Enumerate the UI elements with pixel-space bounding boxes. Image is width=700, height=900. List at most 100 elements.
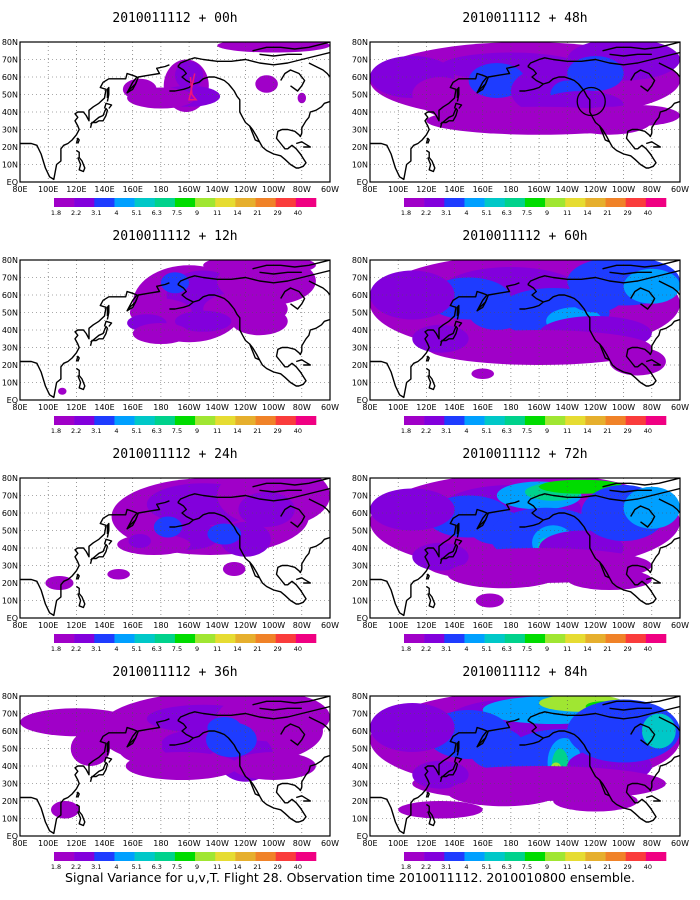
lon-tick-label: 160W [177,621,200,630]
coastline [630,69,656,92]
coastline [439,107,459,128]
lon-tick-label: 160E [123,403,143,412]
colorbar-label: 2.2 [71,863,81,871]
colorbar-swatch [114,634,135,643]
lon-tick-label: 100W [612,185,635,194]
colorbar-label: 11 [563,427,571,435]
lat-tick-label: 20N [352,361,368,370]
colorbar-label: 3.1 [441,863,451,871]
colorbar-label: 2.2 [71,645,81,653]
coastline [252,42,330,52]
colorbar-label: 14 [233,427,241,435]
colorbar-label: 2.2 [71,209,81,217]
variance-contour [370,270,455,320]
colorbar-swatch [545,416,566,425]
lat-tick-label: 30N [2,344,18,353]
colorbar-swatch [605,416,626,425]
lat-tick-label: 10N [2,161,18,170]
coastline [630,505,656,528]
coastline [252,478,330,488]
lat-tick-label: EQ [357,614,368,623]
colorbar-swatch [565,852,586,861]
map-panel: 2010011112 + 48h EQ 10N 20N 30N 40N 50N 60N 70N 8… [352,11,689,217]
variance-contour [222,562,246,576]
colorbar-swatch [134,416,156,425]
lon-tick-label: 140W [206,621,229,630]
colorbar-swatch [484,852,506,861]
lat-tick-label: 30N [352,780,368,789]
colorbar-swatch [295,416,317,425]
lon-tick-label: 120E [66,185,86,194]
coastline [259,53,302,57]
colorbar-label: 40 [644,209,652,217]
lon-tick-label: 120W [234,403,257,412]
variance-contour [595,105,680,126]
lat-tick-label: 70N [352,710,368,719]
lon-tick-label: 80W [293,839,311,848]
colorbar-label: 3.1 [91,645,101,653]
lon-tick-label: 120E [416,839,436,848]
lon-tick-label: 80W [643,403,661,412]
lon-tick-label: 160W [177,185,200,194]
variance-contour [207,717,242,738]
lon-tick-label: 100E [38,839,58,848]
lat-tick-label: 50N [2,745,18,754]
map-frame [19,259,331,401]
lat-tick-label: EQ [357,178,368,187]
coastline [630,287,656,310]
lon-tick-label: 80E [362,621,377,630]
coastline [295,577,311,584]
colorbar-swatch [94,198,115,207]
lat-tick-label: 30N [2,780,18,789]
variance-contour [426,98,511,119]
colorbar-label: 1.8 [51,863,61,871]
lon-tick-label: 120W [584,621,607,630]
lat-tick-label: 30N [352,126,368,135]
variance-contour [128,534,152,548]
map-panel: 2010011112 + 72h EQ 10N 20N 30N 40N 50N 60N 70N 8… [352,447,689,653]
colorbar-label: 14 [583,427,591,435]
lat-tick-label: 10N [352,379,368,388]
lat-tick-label: 50N [2,91,18,100]
lon-tick-label: 160W [527,185,550,194]
lat-tick-label: 30N [352,562,368,571]
variance-contour [51,801,80,819]
coastline [75,355,80,362]
coastline [456,304,460,320]
coastline [275,100,330,169]
colorbar-label: 5.1 [481,645,491,653]
coastline [645,795,661,802]
coastline [106,86,110,102]
coastline [630,723,656,746]
colorbar-label: 5.1 [131,645,141,653]
lat-tick-label: 60N [2,509,18,518]
colorbar-label: 9 [195,863,199,871]
lat-tick-label: 50N [352,309,368,318]
coastline [527,705,680,721]
lat-tick-label: EQ [7,614,18,623]
colorbar-label: 11 [213,427,221,435]
coastline [625,318,680,387]
lat-tick-label: 50N [352,527,368,536]
lat-tick-label: 40N [2,762,18,771]
lat-tick-label: 80N [352,474,368,483]
lon-tick-label: 120W [584,185,607,194]
colorbar-swatch [195,416,216,425]
lon-tick-label: 80E [12,621,27,630]
coastline [249,779,261,797]
variance-contour [447,778,561,807]
lon-tick-label: 60W [321,839,339,848]
coastline [527,501,649,605]
colorbar-swatch [215,198,236,207]
lon-tick-label: 160E [123,185,143,194]
coastline [76,367,86,391]
colorbar-swatch [114,198,135,207]
colorbar-swatch [504,198,526,207]
colorbar-label: 29 [624,427,632,435]
colorbar-label: 21 [253,427,261,435]
colorbar-swatch [74,634,95,643]
coastline [177,487,330,503]
lat-tick-label: 80N [2,692,18,701]
variance-field [370,696,680,836]
variance-contour [175,61,204,90]
